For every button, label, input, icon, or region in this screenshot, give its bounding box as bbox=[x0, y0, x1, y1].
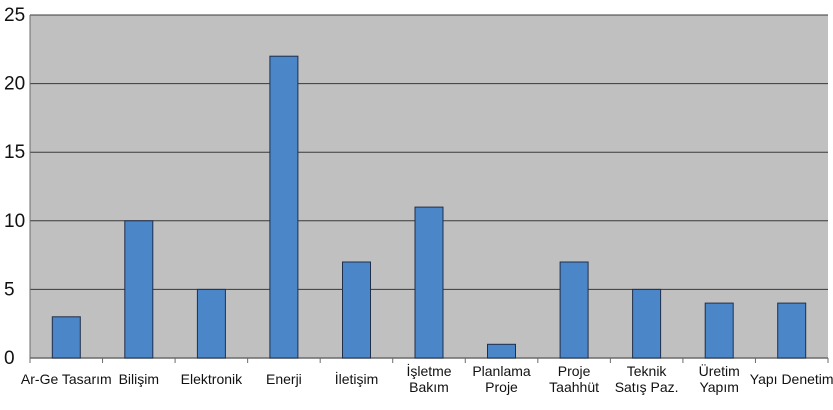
y-axis-ticks: 0 5 10 15 20 25 bbox=[4, 5, 25, 369]
bar bbox=[777, 302, 807, 359]
bar bbox=[51, 316, 81, 359]
bar bbox=[269, 55, 299, 359]
y-tick-label: 10 bbox=[4, 211, 25, 232]
bar bbox=[196, 288, 226, 359]
bar bbox=[124, 220, 154, 359]
x-tick-label: İletişim bbox=[335, 370, 379, 387]
x-tick-label: Teknik Satış Paz. bbox=[615, 363, 679, 395]
bar bbox=[414, 206, 444, 359]
bar bbox=[487, 343, 516, 359]
x-tick-label: Üretim Yapım bbox=[699, 362, 740, 395]
y-tick-label: 15 bbox=[4, 142, 25, 163]
x-axis-ticks: Ar-Ge Tasarım Bilişim Elektronik Enerji İlet… bbox=[21, 358, 833, 395]
bar bbox=[342, 261, 371, 359]
x-tick-label: Yapı Denetim bbox=[750, 371, 833, 387]
bars bbox=[51, 55, 807, 359]
y-tick-label: 5 bbox=[4, 279, 15, 300]
y-tick-label: 25 bbox=[4, 5, 25, 26]
y-tick-label: 20 bbox=[4, 74, 25, 95]
x-tick-label: İşletme Bakım bbox=[406, 362, 451, 395]
x-tick-label: Enerji bbox=[266, 371, 302, 387]
x-tick-label: Bilişim bbox=[119, 371, 159, 387]
x-tick-label: Planlama Proje bbox=[472, 363, 531, 395]
x-tick-label: Ar-Ge Tasarım bbox=[21, 371, 112, 387]
bar bbox=[559, 261, 589, 359]
y-tick-label: 0 bbox=[4, 348, 15, 369]
bar bbox=[704, 302, 734, 359]
x-tick-label: Proje Taahhüt bbox=[549, 363, 599, 395]
x-tick-label: Elektronik bbox=[181, 371, 243, 387]
bar bbox=[632, 288, 662, 359]
